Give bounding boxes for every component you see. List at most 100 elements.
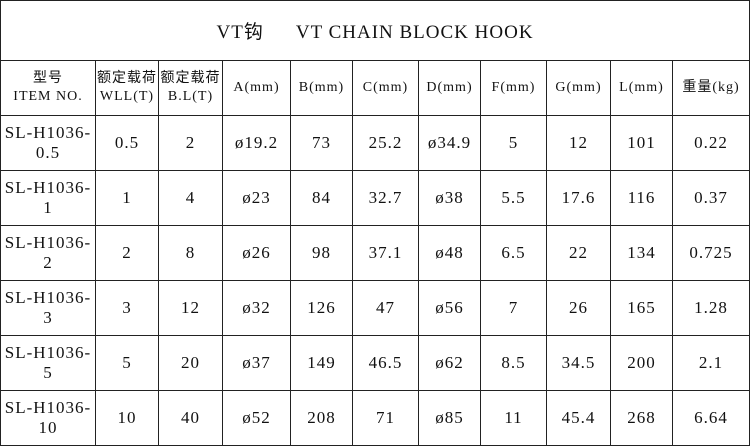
data-cell: 6.5 [480, 225, 547, 281]
data-cell: 6.64 [671, 390, 750, 446]
header-line: ITEM NO. [13, 89, 83, 104]
data-cell: 268 [610, 390, 673, 446]
data-cell: 98 [290, 225, 353, 281]
data-cell: 2 [95, 225, 159, 281]
header-line: B(mm) [298, 80, 345, 95]
header-cell: 重量(kg) [671, 60, 750, 116]
header-cell: 型号 ITEM NO. [0, 60, 96, 116]
header-line: A(mm) [233, 80, 280, 95]
data-cell: 208 [290, 390, 353, 446]
data-row: SL-H1036-5 5 20 ø37 149 46.5 ø62 8.5 34.5 200 2.1 [0, 335, 750, 391]
header-line: F(mm) [491, 80, 536, 95]
data-row: SL-H1036-2 2 8 ø26 98 37.1 ø48 6.5 22 134 0.725 [0, 225, 750, 281]
data-cell: 84 [290, 170, 353, 226]
data-cell: 46.5 [352, 335, 419, 391]
header-line: 型号 [33, 71, 63, 86]
data-row: SL-H1036-3 3 12 ø32 126 47 ø56 7 26 165 1.28 [0, 280, 750, 336]
data-cell: 25.2 [352, 115, 419, 171]
header-line: D(mm) [426, 80, 473, 95]
header-line: C(mm) [362, 80, 409, 95]
data-cell: 4 [158, 170, 223, 226]
data-cell: 8 [158, 225, 223, 281]
data-cell: 0.725 [671, 225, 750, 281]
data-cell: 165 [610, 280, 673, 336]
data-cell: ø34.9 [418, 115, 481, 171]
data-cell: SL-H1036-2 [0, 225, 96, 281]
data-cell: 1 [95, 170, 159, 226]
data-cell: 73 [290, 115, 353, 171]
data-cell: 20 [158, 335, 223, 391]
data-cell: ø23 [222, 170, 291, 226]
title-en: VT CHAIN BLOCK HOOK [295, 22, 534, 43]
data-cell: 0.5 [95, 115, 159, 171]
data-cell: ø48 [418, 225, 481, 281]
data-cell: SL-H1036-1 [0, 170, 96, 226]
data-cell: 2 [158, 115, 223, 171]
data-cell: 12 [158, 280, 223, 336]
header-cell: 额定载荷 WLL(T) [95, 60, 159, 116]
header-cell: A(mm) [222, 60, 291, 116]
header-cell: L(mm) [610, 60, 673, 116]
data-cell: 116 [610, 170, 673, 226]
title-cell: VT钩 VT CHAIN BLOCK HOOK [0, 0, 750, 61]
data-cell: 5.5 [480, 170, 547, 226]
header-cell: D(mm) [418, 60, 481, 116]
data-cell: 37.1 [352, 225, 419, 281]
header-line: L(mm) [619, 80, 664, 95]
header-line: 重量(kg) [682, 80, 740, 95]
header-cell: C(mm) [352, 60, 419, 116]
data-cell: 149 [290, 335, 353, 391]
data-cell: ø37 [222, 335, 291, 391]
data-cell: ø38 [418, 170, 481, 226]
data-cell: 11 [480, 390, 547, 446]
data-cell: 8.5 [480, 335, 547, 391]
title-cn: VT钩 [216, 22, 264, 43]
data-cell: ø62 [418, 335, 481, 391]
header-line: WLL(T) [99, 89, 155, 104]
data-cell: 45.4 [546, 390, 611, 446]
data-cell: ø52 [222, 390, 291, 446]
header-cell: B(mm) [290, 60, 353, 116]
data-cell: 134 [610, 225, 673, 281]
data-cell: 101 [610, 115, 673, 171]
data-cell: 5 [480, 115, 547, 171]
header-line: B.L(T) [167, 89, 214, 104]
data-cell: 200 [610, 335, 673, 391]
header-cell: F(mm) [480, 60, 547, 116]
data-cell: ø26 [222, 225, 291, 281]
data-cell: 17.6 [546, 170, 611, 226]
data-cell: 126 [290, 280, 353, 336]
data-cell: SL-H1036-10 [0, 390, 96, 446]
data-cell: 32.7 [352, 170, 419, 226]
header-line: 额定载荷 [97, 71, 157, 86]
data-cell: 12 [546, 115, 611, 171]
data-cell: 2.1 [671, 335, 750, 391]
data-cell: 71 [352, 390, 419, 446]
data-row: SL-H1036-10 10 40 ø52 208 71 ø85 11 45.4 268 6.64 [0, 390, 750, 446]
title-row: VT钩 VT CHAIN BLOCK HOOK [0, 0, 750, 61]
header-line: G(mm) [555, 80, 602, 95]
data-cell: 1.28 [671, 280, 750, 336]
data-cell: SL-H1036-5 [0, 335, 96, 391]
data-cell: 10 [95, 390, 159, 446]
data-cell: 0.37 [671, 170, 750, 226]
data-cell: 40 [158, 390, 223, 446]
header-cell: 额定载荷 B.L(T) [158, 60, 223, 116]
data-cell: ø56 [418, 280, 481, 336]
data-cell: 34.5 [546, 335, 611, 391]
header-cell: G(mm) [546, 60, 611, 116]
data-cell: SL-H1036-0.5 [0, 115, 96, 171]
data-row: SL-H1036-1 1 4 ø23 84 32.7 ø38 5.5 17.6 116 0.37 [0, 170, 750, 226]
data-cell: SL-H1036-3 [0, 280, 96, 336]
data-cell: 0.22 [671, 115, 750, 171]
header-line: 额定载荷 [160, 71, 221, 86]
data-cell: 26 [546, 280, 611, 336]
data-cell: ø85 [418, 390, 481, 446]
data-cell: ø19.2 [222, 115, 291, 171]
data-cell: 47 [352, 280, 419, 336]
data-cell: 7 [480, 280, 547, 336]
data-row: SL-H1036-0.5 0.5 2 ø19.2 73 25.2 ø34.9 5 12 101 0.… [0, 115, 750, 171]
header-row: 型号 ITEM NO. 额定载荷 WLL(T) 额定载荷 B.L(T) A(mm) B(mm)… [0, 60, 750, 116]
